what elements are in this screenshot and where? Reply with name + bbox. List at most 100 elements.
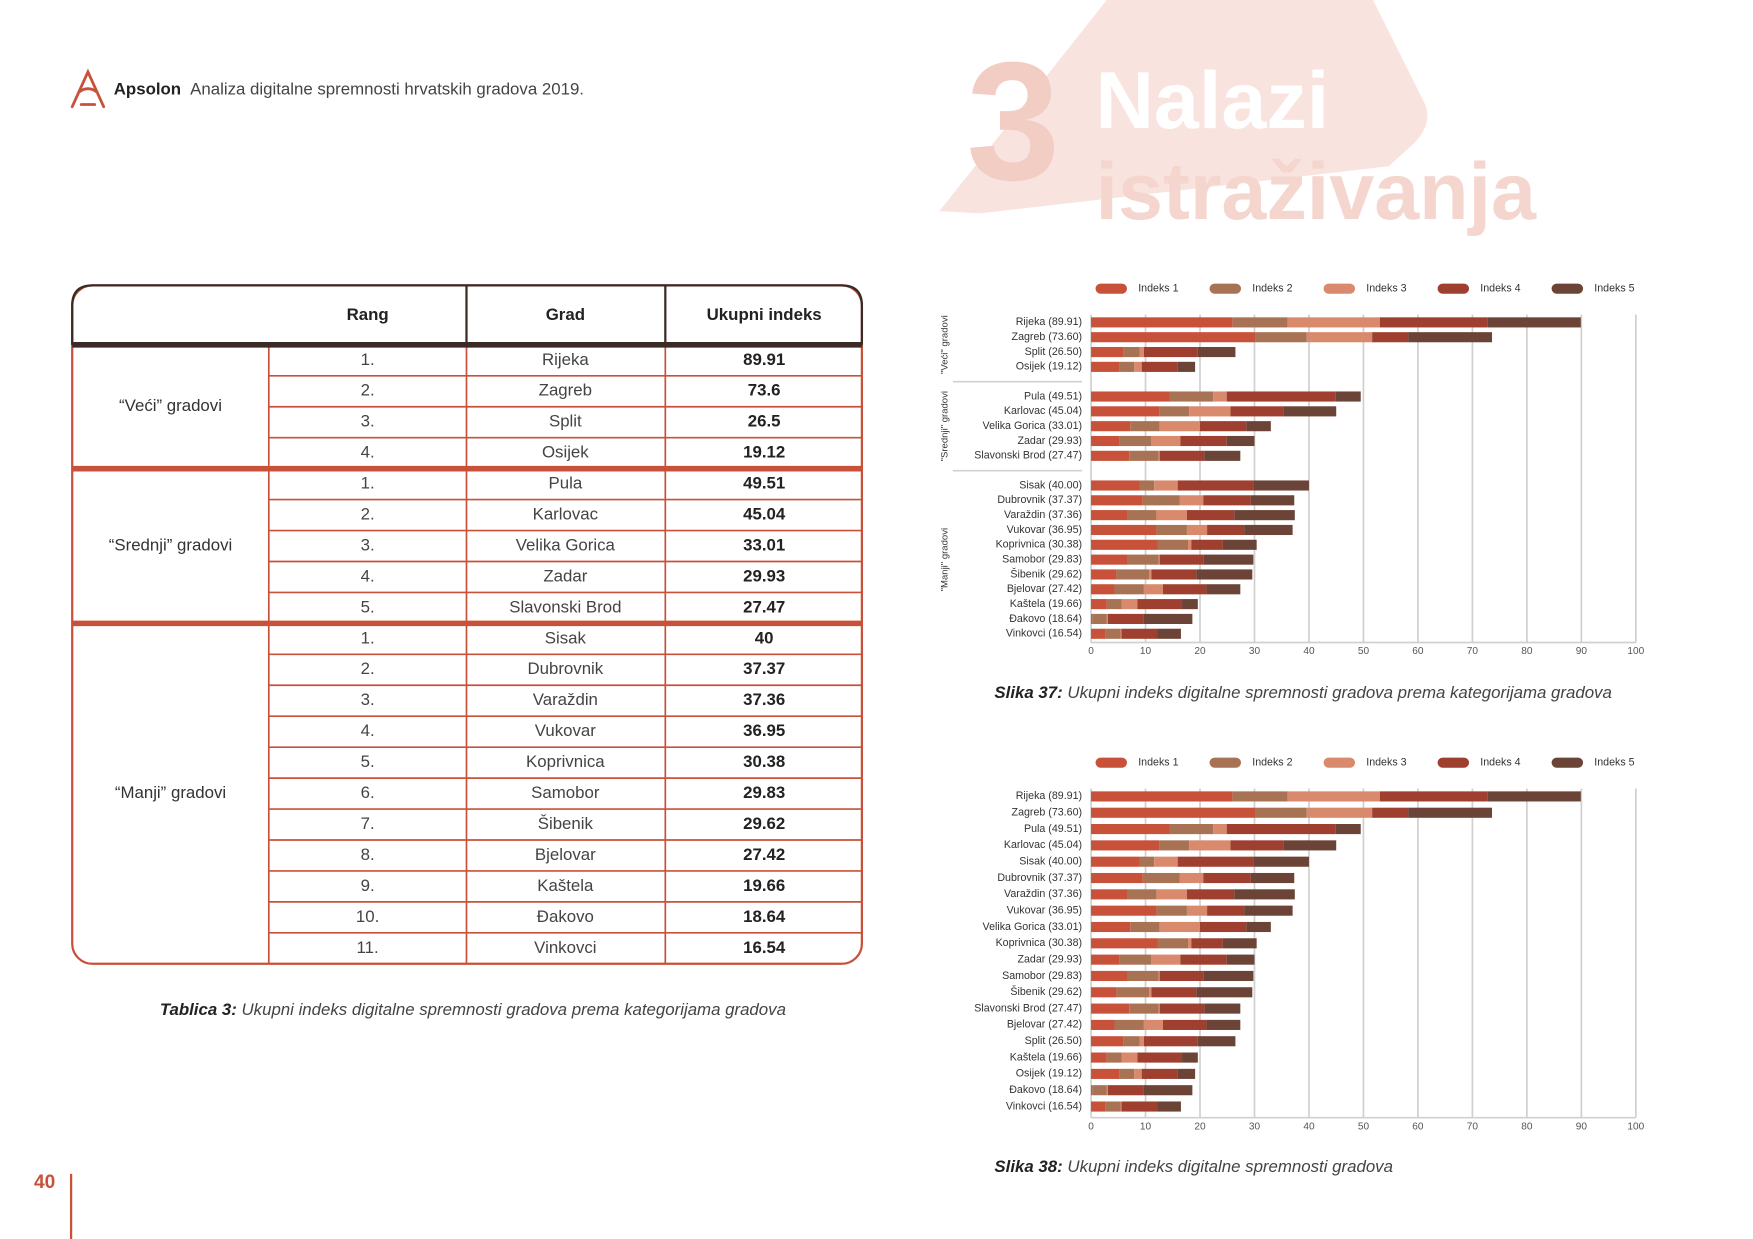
rank-cell: 2. (361, 659, 375, 678)
city-cell: Bjelovar (535, 845, 596, 864)
bar-segment (1200, 921, 1247, 933)
bar-segment (1154, 480, 1178, 491)
legend-swatch (1551, 757, 1584, 768)
bar-segment (1159, 1003, 1205, 1014)
page-number: 40 (34, 1172, 55, 1193)
bar-segment (1159, 421, 1201, 432)
bar-segment (1157, 1101, 1181, 1112)
table: Rang Grad Ukupni indeks 1. Rijeka 89.91 2. Zagr… (71, 284, 864, 965)
rank-cell: 5. (361, 752, 375, 771)
bar-segment (1123, 346, 1140, 358)
bar-segment (1091, 905, 1157, 916)
bar-segment (1143, 346, 1198, 358)
city-cell: Kaštela (537, 876, 594, 895)
bar-segment (1091, 840, 1160, 851)
category-label: Vukovar (36.95) (1007, 904, 1082, 916)
category-label: Velika Gorica (33.01) (983, 420, 1083, 432)
category-label: Vinkovci (16.54) (1006, 1100, 1082, 1112)
bar-segment (1287, 791, 1380, 802)
rank-cell: 1. (361, 628, 375, 647)
bar-segment (1091, 987, 1117, 998)
legend-swatch (1095, 283, 1127, 294)
bar-segment (1123, 1036, 1140, 1047)
bar-segment (1130, 421, 1160, 432)
category-label: Rijeka (89.91) (1016, 790, 1082, 802)
table-caption: Tablica 3: Ukupni indeks digitalne sprem… (160, 1000, 786, 1019)
category-label: Bjelovar (27.42) (1007, 1019, 1082, 1031)
bar-segment (1203, 495, 1251, 506)
chart-caption: Slika 37: Ukupni indeks digitalne spremn… (994, 684, 1611, 703)
index-cell: 49.51 (743, 474, 785, 493)
bar-segment (1091, 921, 1131, 933)
bar-segment (1197, 346, 1236, 358)
index-cell: 29.62 (743, 814, 785, 833)
bar-segment (1107, 1085, 1144, 1096)
bar-segment (1158, 1003, 1160, 1014)
legend-label: Indeks 2 (1252, 283, 1292, 295)
bar-segment (1200, 421, 1247, 432)
bar-segment (1157, 628, 1181, 639)
group-label: “Veći” gradovi (119, 396, 222, 415)
bar-segment (1186, 905, 1208, 916)
category-label: Split (26.50) (1025, 346, 1082, 358)
index-cell: 45.04 (743, 505, 786, 524)
header-title: Analiza digitalne spremnosti hrvatskih g… (190, 79, 584, 98)
bar-segment (1159, 554, 1204, 565)
city-cell: Split (549, 412, 582, 431)
bar-segment (1157, 539, 1189, 550)
index-cell: 26.5 (748, 412, 781, 431)
legend-swatch (1551, 283, 1584, 294)
bar-segment (1121, 1052, 1138, 1063)
bar-segment (1091, 791, 1233, 802)
category-label: Dubrovnik (37.37) (997, 872, 1082, 884)
bar-segment (1197, 1036, 1236, 1047)
bar-segment (1106, 1085, 1108, 1096)
bar-segment (1129, 1003, 1159, 1014)
x-tick-label: 60 (1412, 1121, 1424, 1132)
bar-segment (1121, 599, 1138, 610)
bar-segment (1203, 554, 1254, 565)
bar-segment (1335, 391, 1361, 402)
bar-segment (1091, 332, 1256, 343)
bar-segment (1213, 391, 1227, 402)
caption-text: Ukupni indeks digitalne spremnosti grado… (1067, 684, 1611, 703)
bar-segment (1091, 872, 1143, 884)
group-label: "Manji" gradovi (940, 528, 951, 591)
bar-segment (1121, 628, 1158, 639)
bar-segment (1143, 613, 1193, 624)
bar-segment (1177, 1068, 1196, 1079)
x-tick-label: 100 (1627, 1121, 1644, 1132)
bar-segment (1150, 954, 1181, 965)
bar-segment (1487, 317, 1581, 328)
caption-label: Slika 37: (994, 684, 1062, 703)
bar-segment (1244, 905, 1293, 916)
bar-segment (1232, 317, 1288, 328)
category-label: Dubrovnik (37.37) (997, 494, 1082, 506)
bar-segment (1091, 856, 1140, 867)
index-cell: 27.42 (743, 845, 785, 864)
city-cell: Sisak (545, 628, 587, 647)
bar-segment (1139, 480, 1155, 491)
bar-segment (1091, 599, 1107, 610)
category-label: Varaždin (37.36) (1004, 888, 1082, 900)
caption-label: Tablica 3: (160, 1000, 237, 1019)
bar-segment (1091, 1101, 1106, 1112)
city-cell: Đakovo (537, 907, 594, 926)
city-cell: Koprivnica (526, 752, 605, 771)
city-cell: Zadar (543, 566, 587, 585)
rank-cell: 7. (361, 814, 375, 833)
chart: 0 10 20 30 40 50 60 70 80 90 100 Indeks 1 Indeks 2 In… (940, 283, 1645, 703)
category-label: Pula (49.51) (1024, 390, 1082, 402)
index-cell: 27.47 (743, 597, 785, 616)
brand: Apsolon (114, 79, 181, 98)
x-tick-label: 40 (1303, 646, 1315, 657)
bar-segment (1091, 450, 1130, 461)
city-cell: Osijek (542, 443, 589, 462)
bar-segment (1107, 613, 1144, 624)
city-cell: Velika Gorica (516, 535, 616, 554)
rank-cell: 1. (361, 350, 375, 369)
bar-segment (1105, 1101, 1121, 1112)
caption-text: Ukupni indeks digitalne spremnosti grado… (1067, 1158, 1393, 1177)
category-label: Zadar (29.93) (1018, 953, 1083, 965)
bar-segment (1372, 807, 1409, 818)
